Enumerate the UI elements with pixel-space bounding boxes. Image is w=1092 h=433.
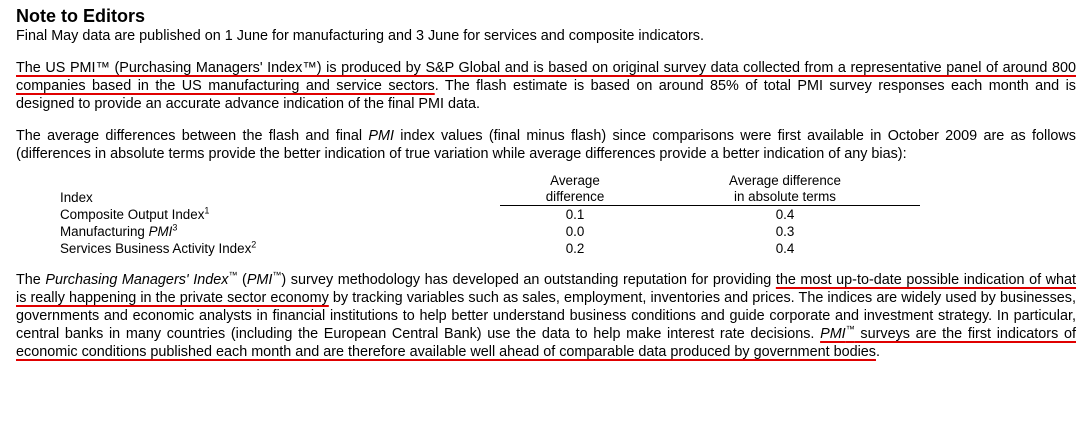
- row-label: Composite Output Index1: [60, 206, 500, 224]
- differences-table: Index Average difference Average differen…: [60, 173, 920, 257]
- intro-paragraph: Final May data are published on 1 June f…: [16, 28, 704, 44]
- table-row: Composite Output Index1 0.1 0.4: [60, 206, 920, 224]
- row-label-italic: PMI: [148, 224, 173, 239]
- meth-underlined-1: the most up-to-date possible indication …: [16, 272, 1077, 306]
- table-header-row: Index Average difference Average differen…: [60, 173, 920, 206]
- meth-underlined-2-text: surveys are the first indicators of econ…: [16, 326, 1076, 360]
- meth-text-3: (: [237, 272, 247, 288]
- header-avg-line1: Average: [550, 173, 600, 188]
- meth-text-6: by tracking variables such as sales, emp…: [16, 290, 1076, 342]
- row-label-text: Manufacturing: [60, 224, 149, 239]
- row-label: Services Business Activity Index2: [60, 240, 500, 257]
- meth-tm-1: ™: [228, 270, 238, 281]
- header-abs-line2: in absolute terms: [734, 189, 836, 204]
- heading: Note to Editors: [16, 6, 145, 26]
- methodology-paragraph: The Purchasing Managers' Index™ (PMI™) s…: [16, 271, 1076, 361]
- row-absolute: 0.4: [775, 241, 795, 256]
- meth-pmi-name: Purchasing Managers' Index: [45, 272, 229, 288]
- table-row: Services Business Activity Index2 0.2 0.…: [60, 240, 920, 257]
- row-footnote: 1: [204, 205, 210, 216]
- header-abs-line1: Average difference: [729, 173, 841, 188]
- meth-text-7: .: [876, 344, 880, 360]
- us-pmi-paragraph: The US PMI™ (Purchasing Managers' Index™…: [16, 59, 1076, 113]
- row-average: 0.2: [565, 241, 585, 256]
- us-pmi-underlined-text: The US PMI™ (Purchasing Managers' Index™…: [16, 60, 1076, 94]
- row-label-text: Services Business Activity Index: [60, 241, 252, 256]
- meth-text-1: The: [16, 272, 46, 288]
- meth-underlined-2: PMI™ surveys are the first indicators of…: [16, 324, 1076, 360]
- note-to-editors: Note to Editors Final May data are publi…: [16, 6, 1076, 361]
- row-label: Manufacturing PMI3: [60, 223, 500, 240]
- row-average: 0.0: [565, 224, 585, 239]
- row-label-text: Composite Output Index: [60, 206, 205, 222]
- meth-pmi-abbr: PMI: [246, 272, 273, 288]
- meth-underlined-pmi: PMI: [820, 326, 846, 342]
- header-avg-line2: difference: [545, 189, 605, 204]
- table-row: Manufacturing PMI3 0.0 0.3: [60, 223, 920, 240]
- avg-diff-text-1: The average differences between the flas…: [16, 128, 369, 144]
- avg-diff-text-2: index values (final minus flash) since c…: [16, 128, 1076, 162]
- row-absolute: 0.4: [775, 207, 795, 222]
- meth-text-5: ) survey methodology has developed an ou…: [281, 272, 776, 288]
- average-differences-paragraph: The average differences between the flas…: [16, 127, 1076, 163]
- row-absolute: 0.3: [775, 224, 795, 239]
- row-footnote: 2: [251, 239, 257, 250]
- avg-diff-pmi: PMI: [368, 128, 394, 144]
- header-index: Index: [60, 189, 93, 205]
- header-absolute-difference: Average difference in absolute terms: [650, 173, 920, 206]
- row-footnote: 3: [172, 222, 178, 233]
- header-average-difference: Average difference: [500, 173, 650, 206]
- row-average: 0.1: [565, 207, 585, 222]
- us-pmi-text: . The flash estimate is based on around …: [16, 78, 1076, 112]
- meth-tm-3: ™: [845, 324, 855, 335]
- meth-tm-2: ™: [272, 270, 282, 281]
